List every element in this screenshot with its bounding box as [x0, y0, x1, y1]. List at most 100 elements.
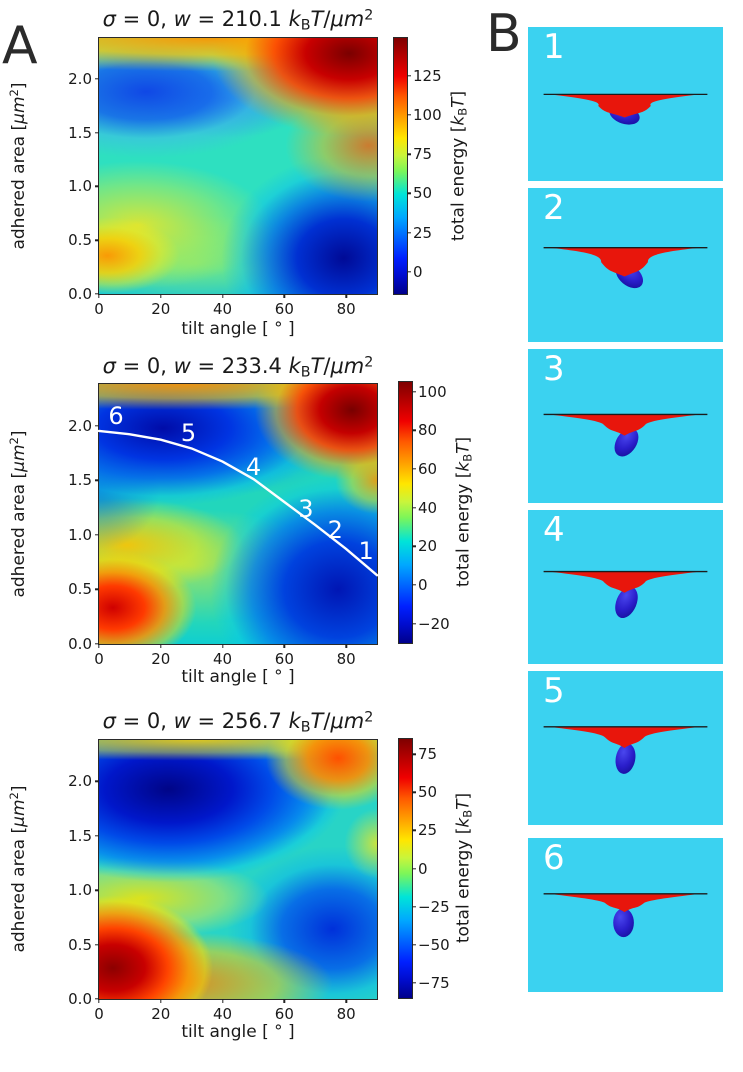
- colorbar-tick: [412, 867, 416, 870]
- curve-state-label: 5: [180, 419, 197, 448]
- colorbar-tick: [412, 905, 416, 908]
- snapshot-tile-6: 6: [528, 838, 723, 992]
- colorbar-gradient-2: [399, 382, 412, 643]
- colorbar-tick-label: 50: [413, 184, 433, 203]
- y-axis-tick-label: 2.0: [68, 772, 92, 791]
- vesicle-shape-5: [543, 726, 708, 774]
- x-axis-tick-label: 40: [212, 650, 233, 668]
- y-axis-tick-label: 0.0: [68, 635, 92, 653]
- colorbar-tick-label: 100: [413, 105, 442, 124]
- y-axis-tick: [95, 780, 99, 783]
- colorbar-gradient-3: [399, 739, 412, 998]
- colorbar-tick: [412, 982, 416, 984]
- colorbar-gradient-1: [394, 38, 407, 294]
- curve-state-label: 4: [245, 453, 262, 482]
- snapshot-tile-1: 1: [528, 27, 723, 181]
- heatmap-canvas-1: [99, 38, 377, 294]
- colorbar-tick-label: −25: [418, 897, 450, 916]
- colorbar-tick-label: 60: [418, 459, 438, 478]
- x-axis-tick-label: 60: [274, 1005, 294, 1023]
- colorbar-tick-label: 25: [418, 821, 438, 840]
- colorbar-tick: [407, 192, 411, 195]
- x-axis-tick-label: 0: [94, 1005, 104, 1023]
- snapshot-number-4: 4: [543, 510, 565, 550]
- colorbar-2: 100 80 60 40 20 0 −20: [398, 381, 450, 644]
- y-axis-tick: [95, 889, 99, 891]
- y-axis-tick-label: 1.0: [68, 525, 92, 544]
- particle-blob: [615, 743, 636, 774]
- x-axis-tick: [160, 999, 162, 1003]
- x-axis-tick: [345, 999, 347, 1003]
- colorbar-tick-label: 40: [418, 498, 438, 517]
- x-axis-tick: [283, 644, 286, 648]
- membrane-invagination: [549, 893, 700, 913]
- x-axis-tick-label: 80: [336, 1005, 356, 1023]
- x-axis-tick: [283, 294, 286, 298]
- y-axis-tick: [95, 479, 99, 481]
- x-axis-tick: [345, 644, 347, 648]
- particle-blob: [615, 586, 638, 619]
- y-axis-label-3: adhered area [μm2]: [7, 785, 29, 953]
- colorbar-tick-label: 0: [418, 859, 428, 878]
- x-axis-tick: [98, 999, 100, 1003]
- heatmap-canvas-3: [99, 740, 377, 999]
- y-axis-tick: [95, 943, 99, 946]
- heatmap-plot-w256: 0 20 40 60 80 0.0 0.5 1.0 1.5 2.0: [68, 739, 378, 1023]
- y-axis-tick: [95, 643, 99, 645]
- curve-state-label: 2: [327, 516, 343, 545]
- colorbar-tick: [412, 545, 416, 548]
- colorbar-tick-label: 75: [418, 745, 438, 764]
- heatmap-plot-w210: 0 20 40 60 80 0.0 0.5 1.0 1.5 2.0: [68, 37, 378, 318]
- colorbar-label-1: total energy [kBT]: [448, 90, 470, 242]
- y-axis-tick: [95, 78, 99, 80]
- colorbar-tick: [412, 584, 416, 586]
- y-axis-tick-label: 0.0: [68, 990, 92, 1008]
- snapshot-tile-5: 5: [528, 671, 723, 825]
- panel-b-label: B: [486, 4, 522, 64]
- x-axis-label-2: tilt angle [ ° ]: [181, 667, 295, 687]
- colorbar-tick: [412, 506, 416, 509]
- colorbar-tick-label: 125: [413, 66, 442, 85]
- colorbar-3: 75 50 25 0 −25 −50 −75: [398, 738, 450, 999]
- snapshot-tile-4: 4: [528, 510, 723, 664]
- plot-title-2: σ = 0, w = 233.4 kBT/μm2: [102, 354, 374, 381]
- y-axis-tick-label: 1.0: [68, 881, 92, 900]
- membrane-invagination: [549, 94, 700, 118]
- y-axis-tick: [95, 835, 99, 837]
- vesicle-shape-1: [543, 93, 708, 125]
- colorbar-1: 125 100 75 50 25 0: [393, 37, 442, 295]
- y-axis-tick-label: 1.5: [68, 123, 92, 142]
- x-axis-tick: [98, 294, 100, 298]
- x-axis-tick-label: 40: [212, 1005, 233, 1023]
- colorbar-tick-label: −75: [418, 973, 450, 992]
- snapshot-number-3: 3: [543, 349, 565, 389]
- x-axis-tick: [345, 294, 347, 298]
- particle-blob: [613, 908, 634, 938]
- curve-state-label: 3: [298, 494, 314, 523]
- curve-state-label: 6: [108, 401, 124, 430]
- snapshot-tile-3: 3: [528, 349, 723, 503]
- y-axis-tick: [95, 534, 99, 536]
- x-axis-tick: [160, 644, 162, 648]
- heatmap-canvas-2: [99, 384, 377, 644]
- y-axis-tick-label: 0.5: [68, 935, 92, 954]
- colorbar-tick: [412, 829, 416, 832]
- colorbar-tick: [412, 622, 416, 625]
- colorbar-tick-label: 50: [418, 783, 438, 802]
- y-axis-tick-label: 0.5: [68, 580, 92, 599]
- x-axis-label-1: tilt angle [ ° ]: [181, 319, 295, 339]
- x-axis-tick-label: 60: [274, 650, 294, 668]
- y-axis-tick: [95, 293, 99, 295]
- y-axis-tick: [95, 588, 99, 591]
- y-axis-tick: [95, 131, 99, 134]
- y-axis-label-2: adhered area [μm2]: [7, 430, 29, 598]
- y-axis-tick: [95, 998, 99, 1000]
- x-axis-tick-label: 80: [336, 300, 356, 318]
- transition-path-curve: [99, 384, 377, 644]
- y-axis-tick: [95, 185, 99, 188]
- x-axis-tick: [221, 294, 224, 298]
- x-axis-tick-label: 20: [151, 1005, 171, 1023]
- membrane-invagination: [549, 571, 700, 593]
- x-axis-tick: [221, 999, 224, 1003]
